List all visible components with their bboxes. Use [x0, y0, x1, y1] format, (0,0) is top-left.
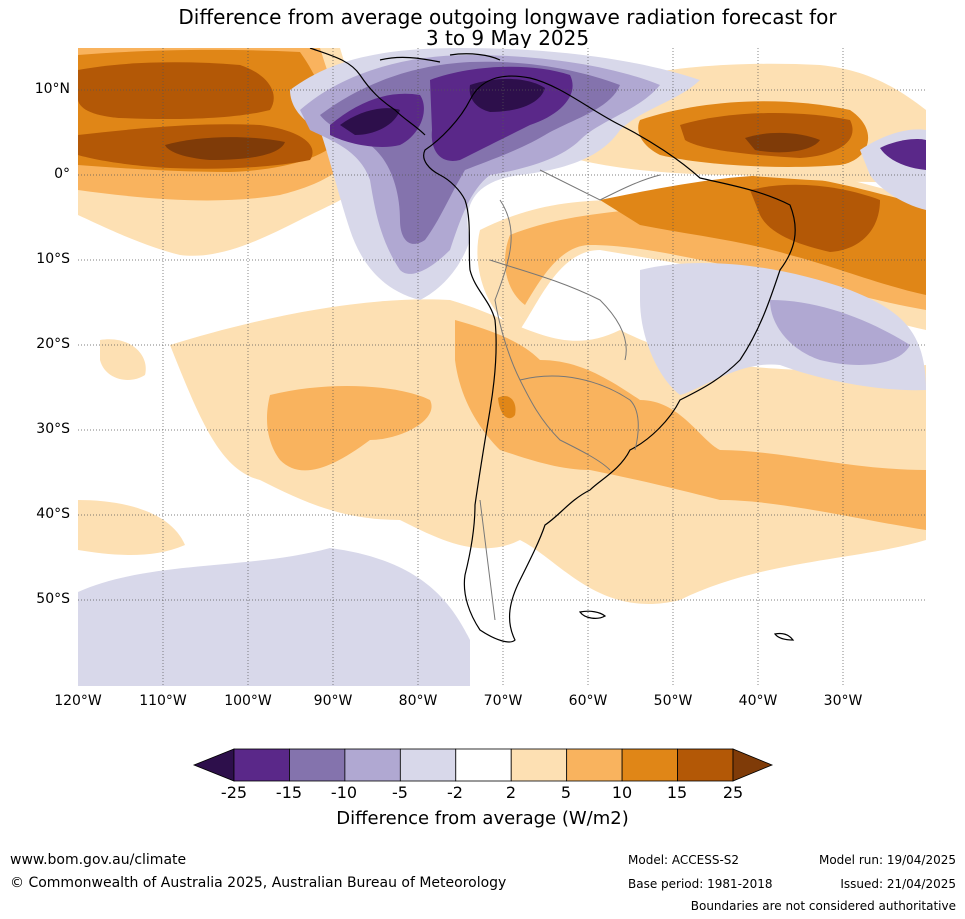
model-text: Model: ACCESS-S2 [628, 853, 740, 867]
positive-anomaly-west [78, 500, 185, 555]
colorbar-tick: 10 [611, 783, 633, 802]
lon-label-90w: 90°W [313, 693, 353, 709]
issued-text: Issued: 21/04/2025 [840, 877, 956, 891]
central-america-coastline [309, 48, 426, 136]
negative-anomaly-tropics-peak-2 [340, 108, 400, 135]
lat-label-20s: 20°S [36, 336, 70, 352]
positive-anomaly-continent [455, 320, 926, 530]
colorbar-label: Difference from average (W/m2) [336, 808, 629, 829]
olr-anomaly-map [78, 48, 926, 686]
anomaly-field [78, 48, 926, 686]
base-period-text: Base period: 1981-2018 [628, 877, 773, 891]
lon-label-30w: 30°W [823, 693, 863, 709]
lat-label-50s: 50°S [36, 591, 70, 607]
lon-label-60w: 60°W [568, 693, 608, 709]
positive-anomaly-pacific-core-1 [78, 62, 274, 120]
lat-label-40s: 40°S [36, 506, 70, 522]
bom-url-link[interactable]: www.bom.gov.au/climate [10, 852, 187, 868]
lon-label-80w: 80°W [398, 693, 438, 709]
colorbar-tick: 2 [505, 783, 517, 802]
lon-label-120w: 120°W [54, 693, 102, 709]
lon-label-50w: 50°W [653, 693, 693, 709]
colorbar-tick: -10 [330, 783, 358, 802]
map-title-line1: Difference from average outgoing longwav… [178, 5, 837, 29]
lat-label-10n: 10°N [34, 81, 70, 97]
colorbar-tick: -25 [220, 783, 248, 802]
positive-anomaly-pacific-peak [165, 137, 285, 160]
caribbean-islands [379, 53, 501, 63]
negative-anomaly-tropics-peak [469, 78, 545, 112]
lat-label-0: 0° [54, 166, 70, 182]
positive-anomaly-andes [498, 395, 516, 419]
disclaimer-text: Boundaries are not considered authoritat… [690, 899, 956, 913]
negative-anomaly-brazil-interior-mid [770, 300, 910, 365]
positive-anomaly-midlat [267, 385, 432, 471]
colorbar-tick: 5 [560, 783, 572, 802]
colorbar-tick: -2 [447, 783, 463, 802]
lon-label-40w: 40°W [738, 693, 778, 709]
lon-label-100w: 100°W [224, 693, 272, 709]
map-title-line2: 3 to 9 May 2025 [425, 26, 590, 50]
lon-label-110w: 110°W [139, 693, 187, 709]
gridlines [78, 48, 926, 686]
country-borders [479, 169, 661, 621]
colorbar-tick: 25 [722, 783, 744, 802]
colorbar-tick: -15 [275, 783, 303, 802]
lat-label-10s: 10°S [36, 251, 70, 267]
copyright-text: © Commonwealth of Australia 2025, Austra… [10, 875, 507, 891]
negative-anomaly-south [78, 548, 470, 686]
falklands-coastline [578, 610, 607, 619]
coastlines [309, 48, 796, 643]
colorbar-tick: 15 [666, 783, 688, 802]
positive-anomaly-atlantic-peak [745, 132, 820, 153]
model-run-text: Model run: 19/04/2025 [818, 853, 956, 867]
lat-label-30s: 30°S [36, 421, 70, 437]
lon-label-70w: 70°W [483, 693, 523, 709]
south-georgia-coastline [773, 632, 795, 641]
negative-anomaly-atlantic-east-core [880, 138, 926, 170]
positive-anomaly-island [100, 339, 146, 380]
colorbar-tick: -5 [392, 783, 408, 802]
south-america-coastline [423, 75, 796, 643]
